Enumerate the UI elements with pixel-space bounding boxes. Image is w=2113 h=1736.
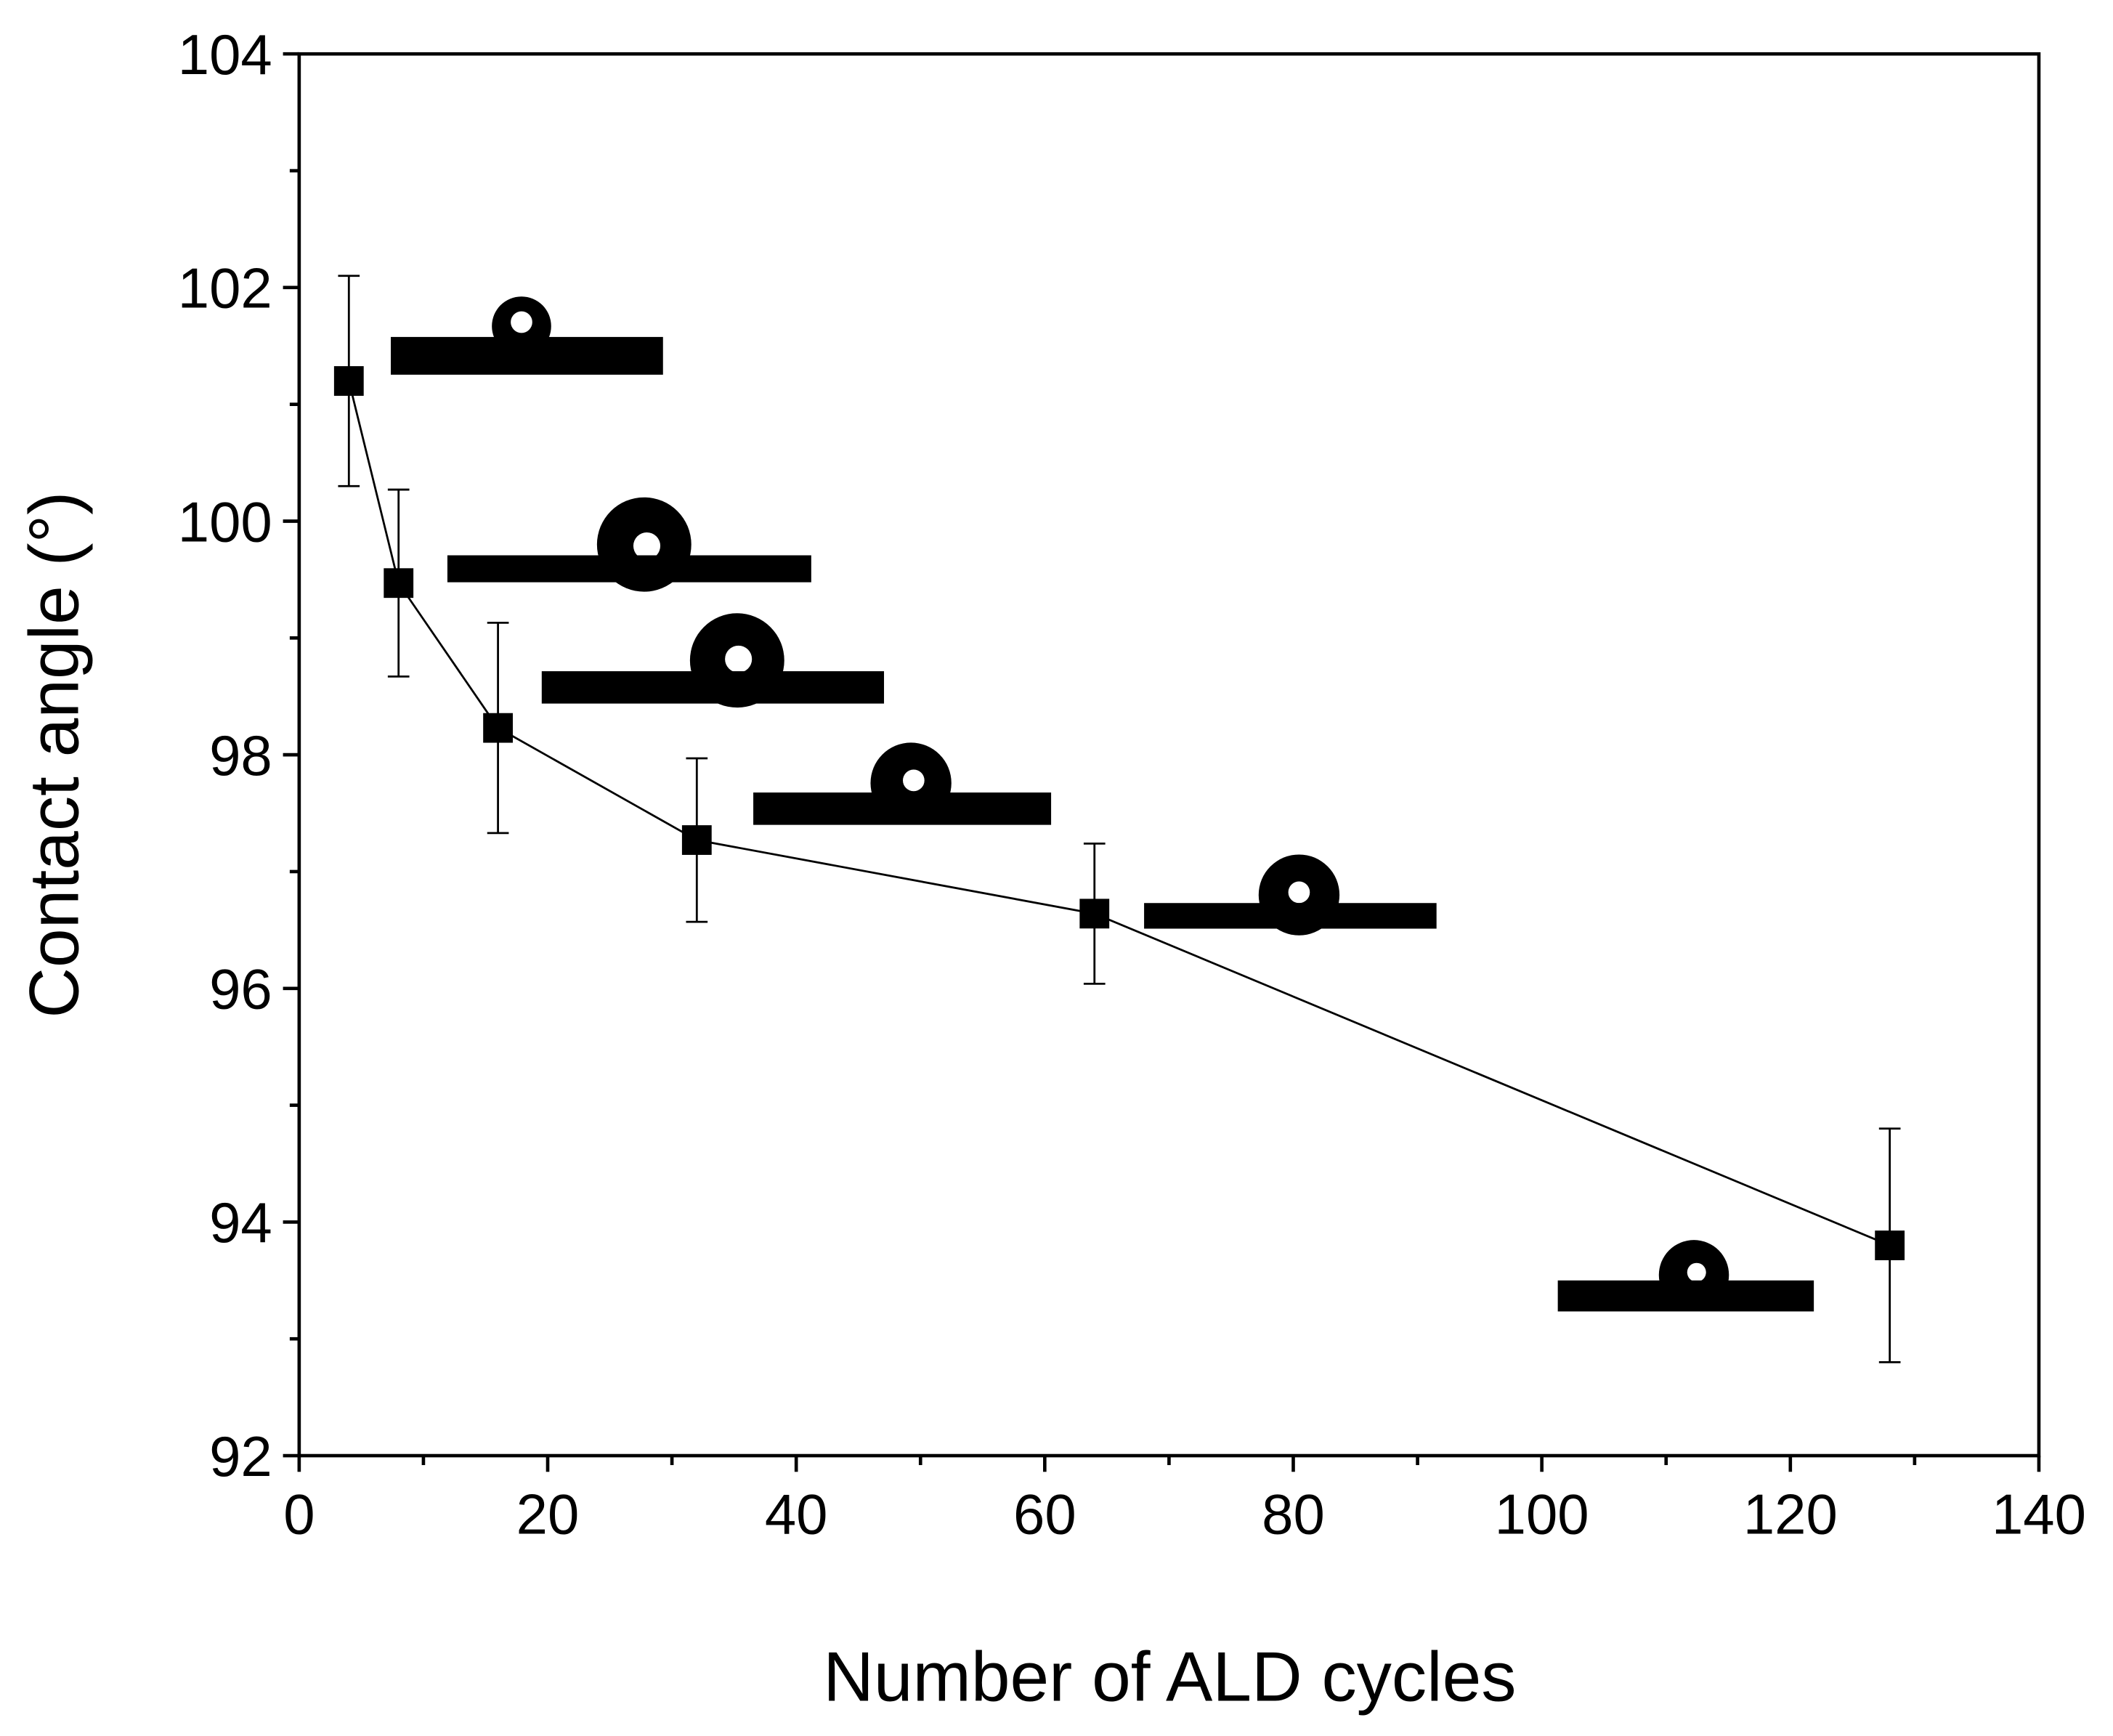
y-tick-label: 100 — [178, 490, 272, 553]
plot-frame — [297, 52, 2041, 1458]
x-tick-label: 140 — [1992, 1483, 2086, 1546]
y-tick-label: 96 — [209, 957, 272, 1021]
x-tick-label: 100 — [1495, 1483, 1589, 1546]
y-tick-label: 102 — [178, 256, 272, 320]
droplet-inset — [391, 296, 663, 375]
y-axis-title: Contact angle (°) — [16, 492, 94, 1018]
x-tick-label: 0 — [283, 1483, 315, 1546]
x-tick-label: 40 — [765, 1483, 828, 1546]
x-tick-label: 120 — [1743, 1483, 1838, 1546]
y-tick-label: 94 — [209, 1191, 272, 1254]
x-tick-label: 80 — [1262, 1483, 1325, 1546]
droplet-inset — [1144, 854, 1437, 936]
y-tick-label: 98 — [209, 723, 272, 787]
data-point — [333, 366, 364, 396]
x-tick-label: 60 — [1013, 1483, 1076, 1546]
data-point — [1079, 899, 1110, 929]
droplet-inset — [541, 613, 885, 708]
droplet-inset — [1557, 1240, 1814, 1312]
x-tick-label: 20 — [516, 1483, 580, 1546]
data-point — [681, 825, 712, 855]
y-tick-label: 92 — [209, 1424, 272, 1488]
data-point — [483, 713, 513, 743]
droplet-inset — [447, 497, 811, 592]
y-tick-label: 104 — [178, 23, 272, 86]
droplet-insets — [391, 296, 1814, 1312]
data-point — [1875, 1230, 1905, 1260]
data-point — [384, 568, 414, 599]
droplet-inset — [753, 742, 1052, 825]
series-line — [347, 381, 1891, 1246]
x-axis-title: Number of ALD cycles — [823, 1639, 1516, 1716]
